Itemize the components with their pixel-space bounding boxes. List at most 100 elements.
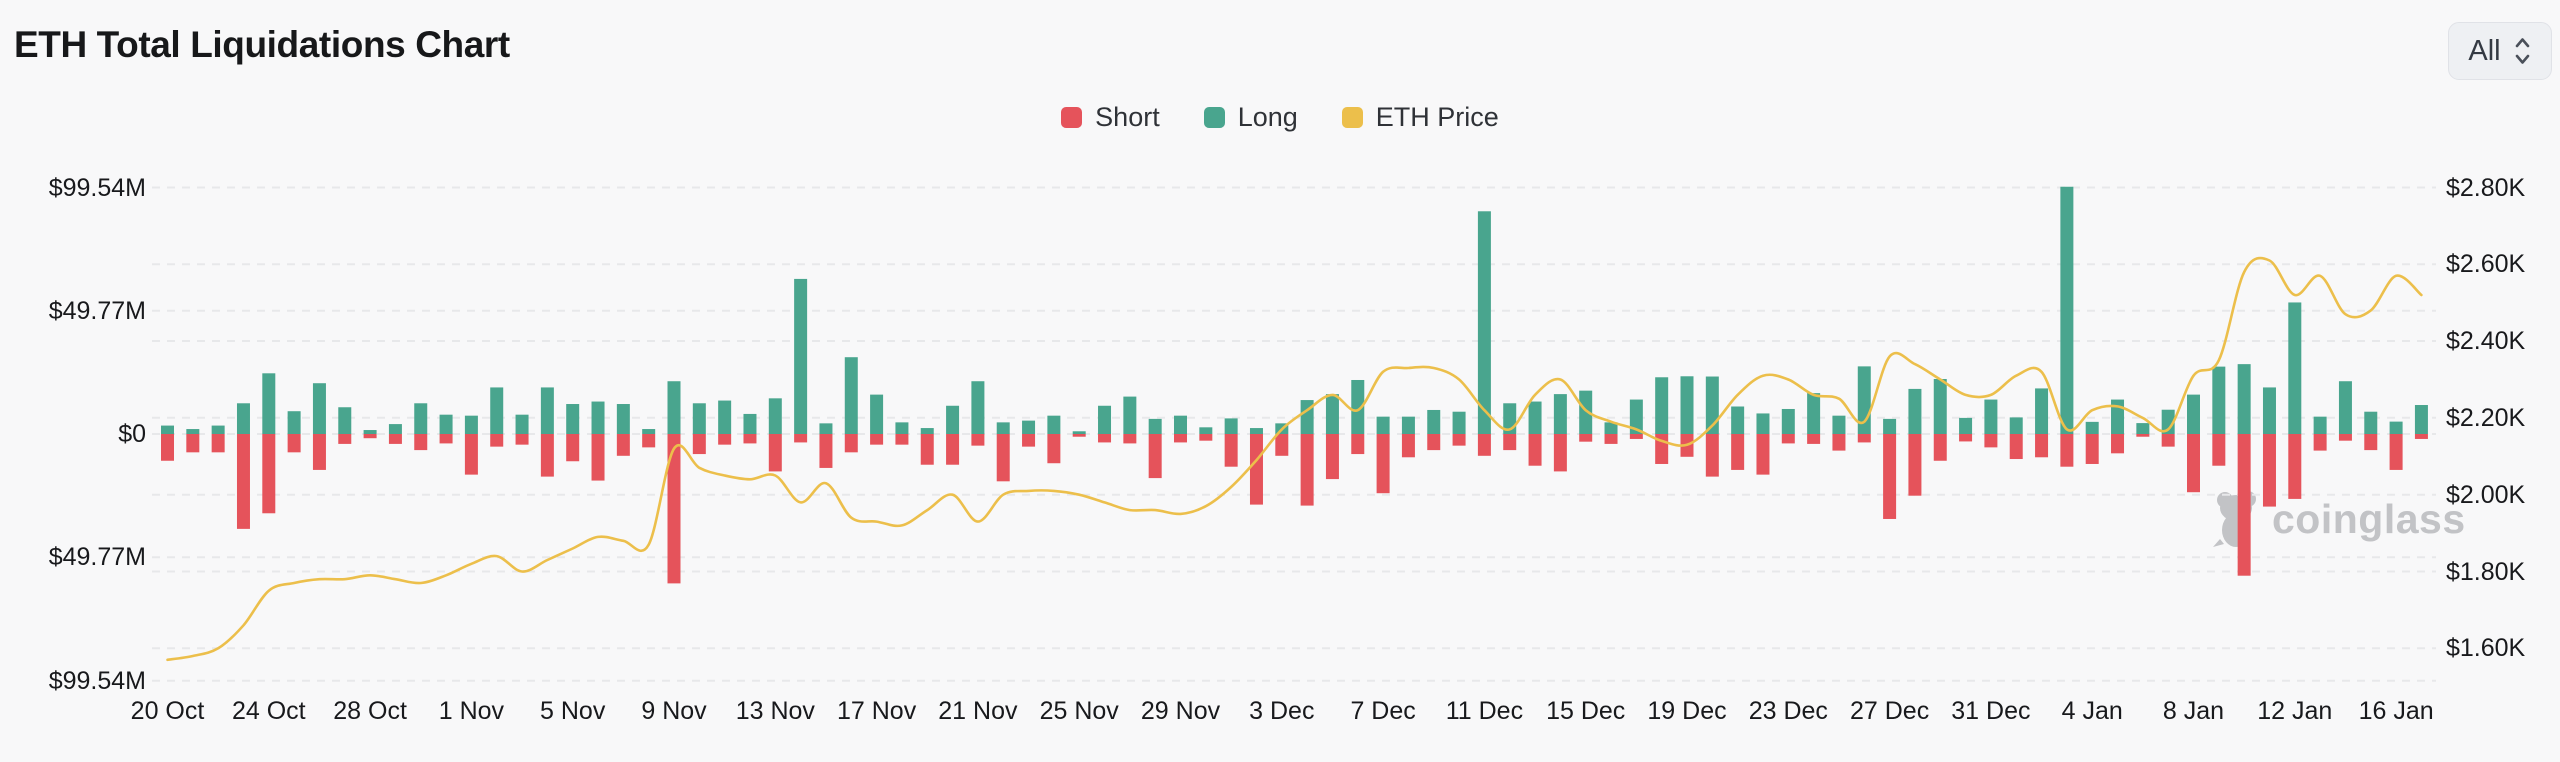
long-bar[interactable]	[971, 381, 985, 434]
short-bar[interactable]	[1401, 434, 1415, 458]
long-bar[interactable]	[1832, 415, 1846, 434]
long-bar[interactable]	[2364, 411, 2378, 434]
long-bar[interactable]	[2187, 394, 2200, 434]
long-bar[interactable]	[540, 387, 554, 434]
long-bar[interactable]	[515, 414, 529, 434]
short-bar[interactable]	[186, 434, 200, 453]
short-bar[interactable]	[262, 434, 276, 514]
long-bar[interactable]	[1655, 377, 1669, 434]
short-bar[interactable]	[1503, 434, 1517, 451]
short-bar[interactable]	[312, 434, 326, 470]
short-bar[interactable]	[1300, 434, 1314, 506]
short-bar[interactable]	[1756, 434, 1770, 475]
long-bar[interactable]	[1174, 415, 1187, 434]
short-bar[interactable]	[2338, 434, 2352, 441]
long-bar[interactable]	[1047, 415, 1061, 434]
short-bar[interactable]	[1731, 434, 1745, 470]
short-bar[interactable]	[895, 434, 909, 445]
long-bar[interactable]	[388, 424, 402, 434]
long-bar[interactable]	[768, 398, 782, 434]
short-bar[interactable]	[2035, 434, 2049, 458]
short-bar[interactable]	[338, 434, 352, 444]
long-bar[interactable]	[895, 422, 909, 434]
short-bar[interactable]	[1325, 434, 1339, 480]
short-bar[interactable]	[2389, 434, 2403, 470]
short-bar[interactable]	[1376, 434, 1390, 494]
time-range-select[interactable]: All	[2448, 22, 2552, 80]
long-bar[interactable]	[1959, 417, 1973, 434]
short-bar[interactable]	[768, 434, 782, 472]
long-bar[interactable]	[1908, 388, 1922, 434]
long-bar[interactable]	[236, 403, 250, 434]
short-bar[interactable]	[667, 434, 681, 584]
long-bar[interactable]	[2338, 381, 2352, 434]
long-bar[interactable]	[1756, 413, 1770, 434]
short-bar[interactable]	[870, 434, 884, 445]
short-bar[interactable]	[236, 434, 250, 529]
long-bar[interactable]	[1376, 416, 1390, 434]
short-bar[interactable]	[1199, 434, 1213, 441]
short-bar[interactable]	[1781, 434, 1795, 444]
short-bar[interactable]	[1528, 434, 1542, 466]
short-bar[interactable]	[2364, 434, 2378, 451]
long-bar[interactable]	[439, 414, 453, 434]
long-bar[interactable]	[338, 407, 352, 434]
long-bar[interactable]	[1984, 399, 1998, 434]
short-bar[interactable]	[566, 434, 580, 462]
long-bar[interactable]	[844, 357, 858, 434]
long-bar[interactable]	[591, 401, 605, 434]
long-bar[interactable]	[1680, 376, 1694, 434]
short-bar[interactable]	[1351, 434, 1365, 455]
short-bar[interactable]	[1959, 434, 1973, 442]
long-bar[interactable]	[1731, 406, 1745, 434]
short-bar[interactable]	[1984, 434, 1998, 448]
short-bar[interactable]	[2414, 434, 2428, 439]
long-bar[interactable]	[692, 403, 706, 434]
long-bar[interactable]	[2237, 364, 2251, 434]
long-bar[interactable]	[1098, 405, 1112, 434]
long-bar[interactable]	[870, 394, 884, 434]
short-bar[interactable]	[211, 434, 225, 453]
long-bar[interactable]	[642, 429, 656, 434]
short-bar[interactable]	[1022, 434, 1036, 447]
short-bar[interactable]	[1908, 434, 1922, 496]
short-bar[interactable]	[1098, 434, 1112, 443]
long-bar[interactable]	[566, 404, 580, 434]
long-bar[interactable]	[2288, 302, 2302, 434]
long-bar[interactable]	[211, 425, 225, 434]
long-bar[interactable]	[1553, 394, 1567, 434]
short-bar[interactable]	[1072, 434, 1086, 437]
short-bar[interactable]	[1427, 434, 1441, 451]
long-bar[interactable]	[414, 403, 428, 434]
short-bar[interactable]	[2187, 434, 2200, 493]
long-bar[interactable]	[819, 423, 833, 434]
long-bar[interactable]	[363, 430, 377, 434]
short-bar[interactable]	[1857, 434, 1871, 443]
short-bar[interactable]	[1807, 434, 1821, 444]
long-bar[interactable]	[1249, 428, 1263, 434]
short-bar[interactable]	[1249, 434, 1263, 505]
long-bar[interactable]	[312, 383, 326, 434]
long-bar[interactable]	[920, 428, 934, 434]
short-bar[interactable]	[515, 434, 529, 445]
long-bar[interactable]	[1325, 394, 1339, 434]
long-bar[interactable]	[1401, 416, 1415, 434]
long-bar[interactable]	[667, 381, 681, 434]
short-bar[interactable]	[2237, 434, 2251, 576]
short-bar[interactable]	[1604, 434, 1618, 444]
short-bar[interactable]	[692, 434, 706, 455]
short-bar[interactable]	[1047, 434, 1061, 464]
long-bar[interactable]	[2136, 423, 2150, 434]
long-bar[interactable]	[2313, 416, 2327, 434]
short-bar[interactable]	[591, 434, 605, 481]
long-bar[interactable]	[1148, 418, 1162, 434]
long-bar[interactable]	[1807, 393, 1821, 434]
short-bar[interactable]	[490, 434, 504, 447]
short-bar[interactable]	[363, 434, 377, 439]
short-bar[interactable]	[388, 434, 402, 444]
short-bar[interactable]	[1174, 434, 1187, 443]
long-bar[interactable]	[2212, 366, 2226, 434]
short-bar[interactable]	[819, 434, 833, 468]
long-bar[interactable]	[2161, 409, 2175, 434]
short-bar[interactable]	[2212, 434, 2226, 466]
